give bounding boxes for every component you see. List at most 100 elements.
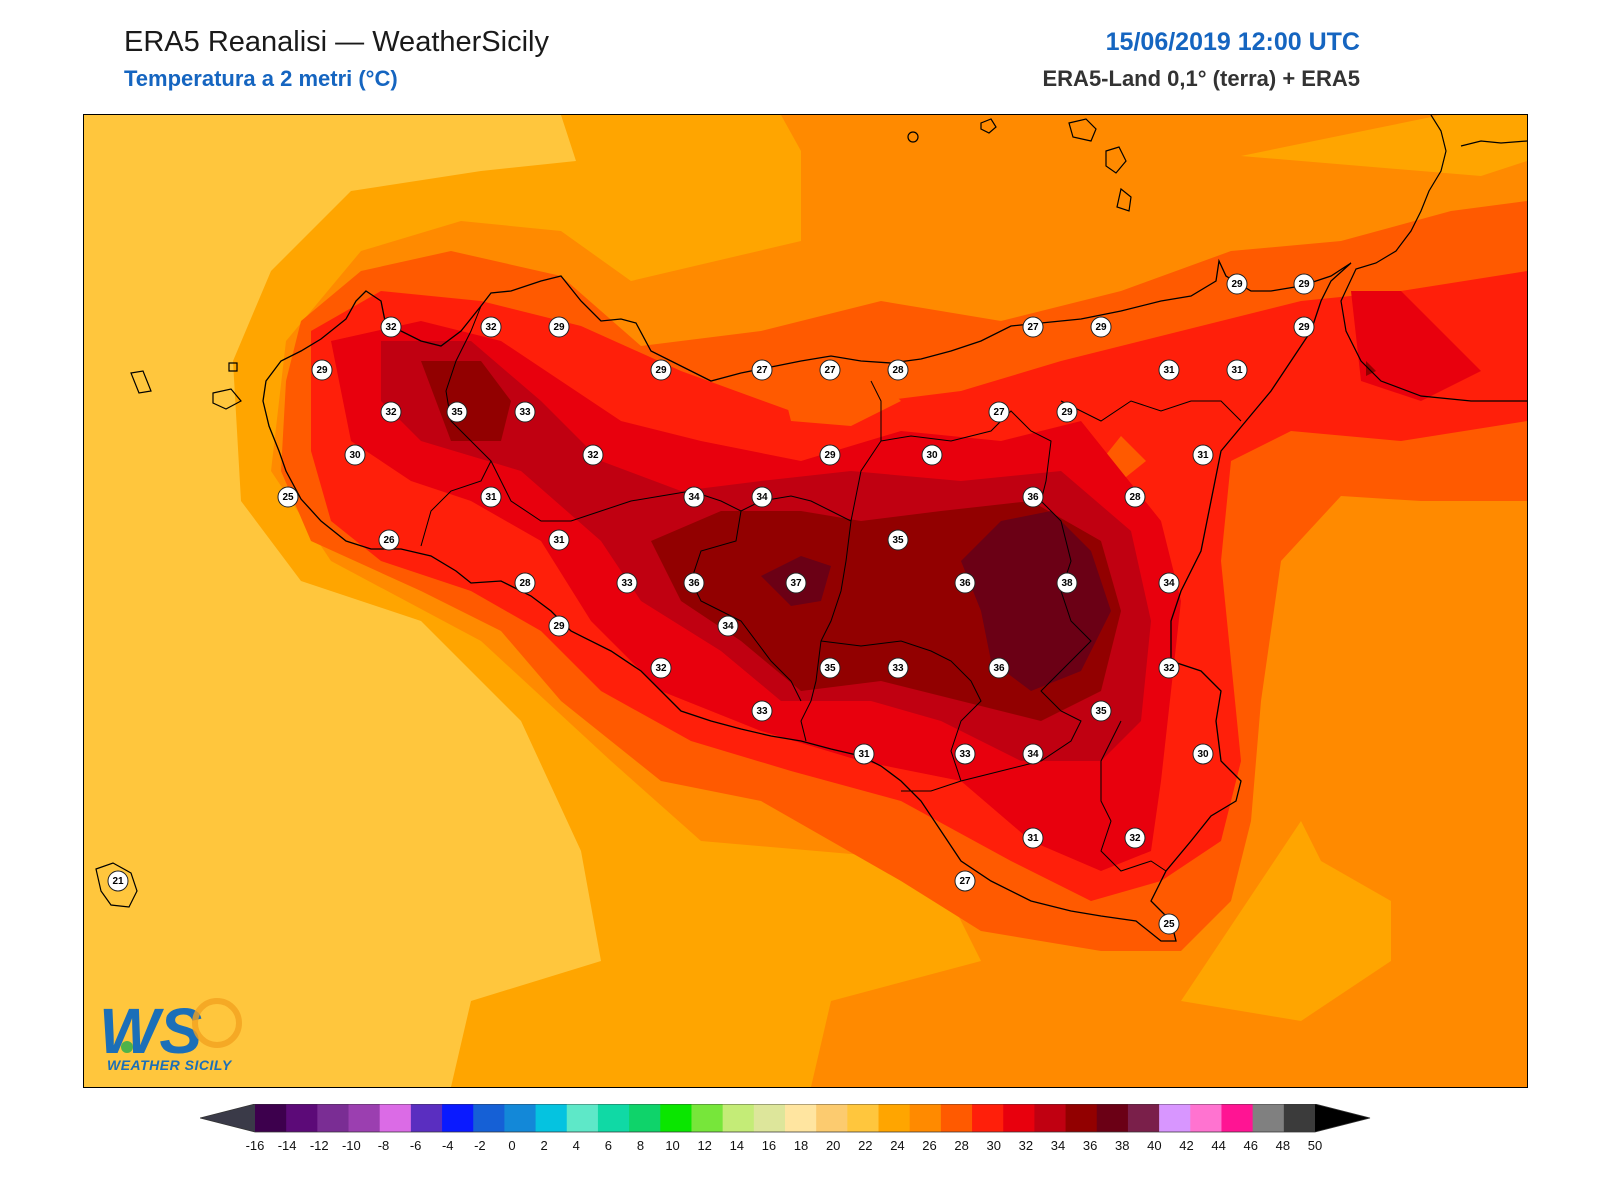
colorbar-tick-label: 42 — [1179, 1138, 1194, 1153]
svg-text:34: 34 — [1027, 749, 1039, 760]
station-temp-label: 31 — [548, 529, 570, 551]
svg-text:29: 29 — [553, 322, 565, 333]
field-28-30-n — [781, 361, 901, 426]
colorbar-segment — [972, 1104, 1004, 1132]
colorbar-tick-label: 40 — [1147, 1138, 1162, 1153]
map-subtitle: Temperatura a 2 metri (°C) — [124, 66, 398, 91]
station-temp-label: 27 — [988, 401, 1010, 423]
station-temp-label: 32 — [582, 444, 604, 466]
station-temp-label: 36 — [1022, 486, 1044, 508]
station-temp-label: 31 — [1022, 827, 1044, 849]
colorbar-segment — [597, 1104, 630, 1132]
colorbar-segment — [348, 1104, 381, 1132]
colorbar-segment — [1127, 1104, 1160, 1132]
colorbar-segment — [1096, 1104, 1129, 1132]
svg-text:28: 28 — [1129, 492, 1141, 503]
station-temp-label: 33 — [887, 657, 909, 679]
colorbar-tick-label: -6 — [409, 1138, 422, 1153]
station-temp-label: 30 — [1192, 743, 1214, 765]
data-source: ERA5-Land 0,1° (terra) + ERA5 — [1042, 66, 1361, 91]
colorbar-segment — [535, 1104, 568, 1132]
station-temp-label: 29 — [548, 316, 570, 338]
color-scale-bar — [199, 1103, 1371, 1133]
svg-text:29: 29 — [1298, 322, 1310, 333]
colorbar-segment — [286, 1104, 318, 1132]
station-temp-label: 30 — [921, 444, 943, 466]
colorbar-tick-label: 26 — [922, 1138, 937, 1153]
colorbar-segment — [816, 1104, 848, 1132]
station-temp-label: 29 — [1293, 273, 1315, 295]
station-temp-label: 31 — [1226, 359, 1248, 381]
aeolian-islands — [907, 118, 1132, 212]
colorbar-tick-label: 48 — [1275, 1138, 1291, 1153]
egadi-islands — [130, 362, 242, 410]
svg-text:35: 35 — [824, 663, 836, 674]
station-temp-label: 31 — [1192, 444, 1214, 466]
map-title: ERA5 Reanalisi — WeatherSicily — [124, 26, 549, 58]
svg-text:27: 27 — [824, 365, 836, 376]
svg-text:36: 36 — [1027, 492, 1039, 503]
svg-text:33: 33 — [892, 663, 904, 674]
colorbar-segment — [1159, 1104, 1191, 1132]
colorbar-tick-label: 2 — [540, 1138, 548, 1153]
colorbar-segment — [1190, 1104, 1222, 1132]
svg-text:33: 33 — [621, 578, 633, 589]
colorbar-segment — [722, 1104, 755, 1132]
station-temp-label: 35 — [446, 401, 468, 423]
svg-text:36: 36 — [959, 578, 971, 589]
colorbar-segment — [442, 1104, 474, 1132]
station-temp-label: 29 — [1056, 401, 1078, 423]
station-temp-label: 32 — [650, 657, 672, 679]
colorbar-segment — [255, 1104, 287, 1132]
colorbar-segment — [909, 1104, 942, 1132]
svg-text:27: 27 — [756, 365, 768, 376]
station-temp-label: 31 — [1158, 359, 1180, 381]
colorbar-tick-label: 10 — [665, 1138, 680, 1153]
colorbar-segment — [1003, 1104, 1035, 1132]
station-temp-label: 29 — [548, 615, 570, 637]
colorbar-tick-label: 4 — [572, 1138, 580, 1153]
colorbar-tick-label: 8 — [636, 1138, 645, 1153]
colorbar-segment — [473, 1104, 505, 1132]
station-temp-label: 36 — [683, 572, 705, 594]
map-canvas: 32 32 29 29 32 35 33 30 25 31 32 29 27 27 28 26 31 34 34 29… — [84, 115, 1527, 1087]
svg-text:36: 36 — [993, 663, 1005, 674]
svg-text:29: 29 — [1061, 407, 1073, 418]
svg-text:32: 32 — [1129, 833, 1141, 844]
colorbar-tick-label: 36 — [1082, 1138, 1098, 1153]
svg-text:25: 25 — [282, 492, 294, 503]
station-temp-label: 28 — [514, 572, 536, 594]
sicily-coastline — [262, 258, 1352, 942]
logo-text: WEATHER SICILY — [107, 1057, 232, 1073]
colorbar-tick-label: 12 — [697, 1138, 712, 1153]
svg-text:28: 28 — [519, 578, 531, 589]
station-temp-label: 29 — [650, 359, 672, 381]
field-36-38 — [421, 361, 1121, 721]
station-temp-label: 27 — [954, 870, 976, 892]
svg-text:38: 38 — [1061, 578, 1073, 589]
svg-text:29: 29 — [1095, 322, 1107, 333]
pantelleria-island — [95, 862, 138, 908]
svg-text:29: 29 — [316, 365, 328, 376]
station-temp-label: 36 — [954, 572, 976, 594]
svg-text:35: 35 — [451, 407, 463, 418]
field-38-40-w — [1366, 361, 1376, 376]
colorbar-tick-label: 30 — [986, 1138, 1002, 1153]
logo-letters: WS — [99, 995, 202, 1065]
colorbar-tick-label: -10 — [341, 1138, 361, 1153]
colorbar-tick-label: 50 — [1307, 1138, 1323, 1153]
station-temp-label: 33 — [954, 743, 976, 765]
colorbar-segment — [753, 1104, 786, 1132]
station-temp-label: 37 — [785, 572, 807, 594]
svg-text:29: 29 — [1231, 279, 1243, 290]
svg-text:29: 29 — [1298, 279, 1310, 290]
colorbar-tick-label: 16 — [761, 1138, 777, 1153]
colorbar-segment — [629, 1104, 661, 1132]
svg-text:31: 31 — [1197, 450, 1209, 461]
svg-text:31: 31 — [1027, 833, 1039, 844]
station-temp-label: 33 — [616, 572, 638, 594]
colorbar-segment — [410, 1104, 443, 1132]
colorbar-under-arrow — [200, 1104, 255, 1132]
colorbar-segment — [691, 1104, 724, 1132]
station-temp-label: 29 — [1293, 316, 1315, 338]
